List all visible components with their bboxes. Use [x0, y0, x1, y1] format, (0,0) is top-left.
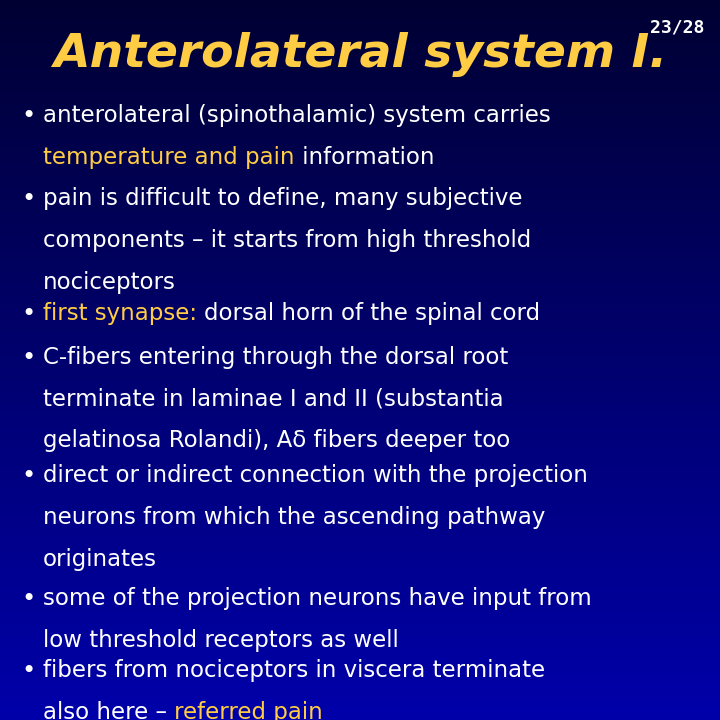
Text: 23/28: 23/28 — [649, 18, 704, 36]
Text: gelatinosa Rolandi), Aδ fibers deeper too: gelatinosa Rolandi), Aδ fibers deeper to… — [43, 429, 510, 452]
Text: nociceptors: nociceptors — [43, 271, 176, 294]
Text: pain is difficult to define, many subjective: pain is difficult to define, many subjec… — [43, 187, 523, 210]
Text: dorsal horn of the spinal cord: dorsal horn of the spinal cord — [204, 302, 541, 325]
Text: •: • — [22, 464, 36, 488]
Text: •: • — [22, 346, 36, 369]
Text: C-fibers entering through the dorsal root: C-fibers entering through the dorsal roo… — [43, 346, 508, 369]
Text: •: • — [22, 659, 36, 683]
Text: low threshold receptors as well: low threshold receptors as well — [43, 629, 399, 652]
Text: anterolateral (spinothalamic) system carries: anterolateral (spinothalamic) system car… — [43, 104, 558, 127]
Text: information: information — [294, 146, 434, 169]
Text: also here –: also here – — [43, 701, 174, 720]
Text: neurons from which the ascending pathway: neurons from which the ascending pathway — [43, 506, 546, 529]
Text: components – it starts from high threshold: components – it starts from high thresho… — [43, 229, 531, 252]
Text: •: • — [22, 587, 36, 611]
Text: fibers from nociceptors in viscera terminate: fibers from nociceptors in viscera termi… — [43, 659, 545, 682]
Text: terminate in laminae I and II (substantia: terminate in laminae I and II (substanti… — [43, 387, 504, 410]
Text: some of the projection neurons have input from: some of the projection neurons have inpu… — [43, 587, 592, 610]
Text: direct or indirect connection with the projection: direct or indirect connection with the p… — [43, 464, 588, 487]
Text: •: • — [22, 302, 36, 326]
Text: temperature and pain: temperature and pain — [43, 146, 294, 169]
Text: first synapse:: first synapse: — [43, 302, 204, 325]
Text: Anterolateral system I.: Anterolateral system I. — [53, 32, 667, 77]
Text: originates: originates — [43, 548, 157, 571]
Text: referred pain: referred pain — [174, 701, 323, 720]
Text: •: • — [22, 187, 36, 211]
Text: •: • — [22, 104, 36, 128]
